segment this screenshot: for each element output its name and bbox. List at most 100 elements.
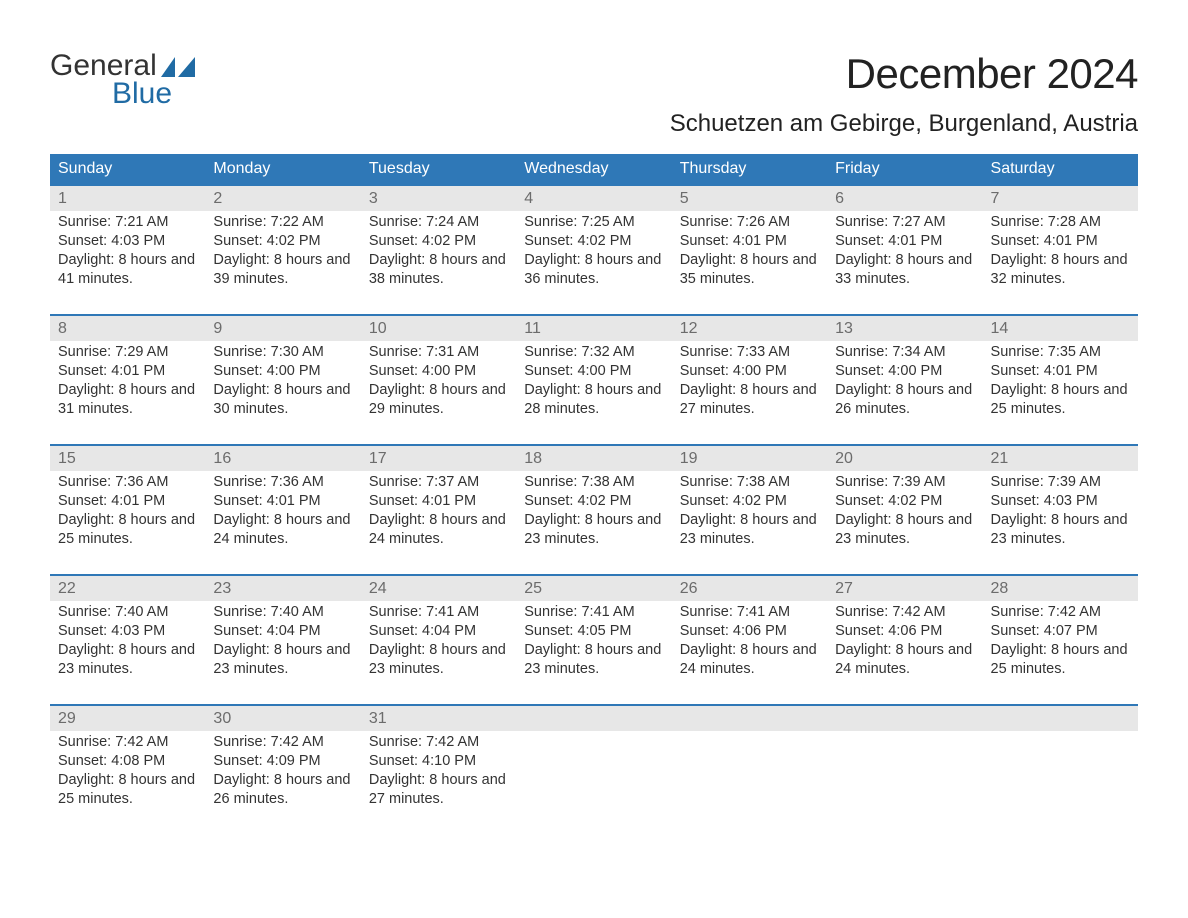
sunset-text: Sunset: 4:01 PM [991, 362, 1130, 381]
calendar-week: 8 Sunrise: 7:29 AM Sunset: 4:01 PM Daylight… [50, 314, 1138, 444]
day-number: 9 [205, 316, 360, 341]
sunrise-text: Sunrise: 7:41 AM [369, 603, 508, 622]
day-of-week-header: Sunday Monday Tuesday Wednesday Thursday… [50, 154, 1138, 184]
sunset-text: Sunset: 4:05 PM [524, 622, 663, 641]
day-number: 20 [827, 446, 982, 471]
daylight-text: Daylight: 8 hours and 23 minutes. [991, 511, 1130, 549]
sunrise-text: Sunrise: 7:30 AM [213, 343, 352, 362]
dow-wednesday: Wednesday [516, 154, 671, 184]
calendar-day: 27Sunrise: 7:42 AMSunset: 4:06 PMDayligh… [827, 576, 982, 704]
calendar-day: 29 Sunrise: 7:42 AMSunset: 4:08 PMDayligh… [50, 706, 205, 834]
daylight-text: Daylight: 8 hours and 25 minutes. [58, 771, 197, 809]
sunset-text: Sunset: 4:01 PM [58, 492, 197, 511]
day-number: 18 [516, 446, 671, 471]
sunset-text: Sunset: 4:01 PM [213, 492, 352, 511]
daylight-text: Daylight: 8 hours and 24 minutes. [835, 641, 974, 679]
calendar-day: 23 Sunrise: 7:40 AMSunset: 4:04 PMDayligh… [205, 576, 360, 704]
daylight-text: Daylight: 8 hours and 33 minutes. [835, 251, 974, 289]
calendar-week: 1Sunrise: 7:21 AMSunset: 4:03 PMDaylight… [50, 184, 1138, 314]
sunrise-text: Sunrise: 7:34 AM [835, 343, 974, 362]
dow-tuesday: Tuesday [361, 154, 516, 184]
sunset-text: Sunset: 4:03 PM [58, 232, 197, 251]
sunset-text: Sunset: 4:01 PM [991, 232, 1130, 251]
calendar-day: 1Sunrise: 7:21 AMSunset: 4:03 PMDaylight… [50, 186, 205, 314]
daylight-text: Daylight: 8 hours and 23 minutes. [213, 641, 352, 679]
sunset-text: Sunset: 4:08 PM [58, 752, 197, 771]
calendar-day: 17Sunrise: 7:37 AMSunset: 4:01 PMDayligh… [361, 446, 516, 574]
day-number: 1 [50, 186, 205, 211]
daylight-text: Daylight: 8 hours and 41 minutes. [58, 251, 197, 289]
sunrise-text: Sunrise: 7:24 AM [369, 213, 508, 232]
dow-monday: Monday [205, 154, 360, 184]
calendar-day: 30Sunrise: 7:42 AMSunset: 4:09 PMDayligh… [205, 706, 360, 834]
calendar-day: 9 Sunrise: 7:30 AMSunset: 4:00 PMDaylight… [205, 316, 360, 444]
sunrise-text: Sunrise: 7:38 AM [680, 473, 819, 492]
dow-friday: Friday [827, 154, 982, 184]
calendar-day: 5Sunrise: 7:26 AMSunset: 4:01 PMDaylight… [672, 186, 827, 314]
sunrise-text: Sunrise: 7:37 AM [369, 473, 508, 492]
daylight-text: Daylight: 8 hours and 39 minutes. [213, 251, 352, 289]
sunrise-text: Sunrise: 7:41 AM [524, 603, 663, 622]
calendar-week: 29Sunrise: 7:42 AMSunset: 4:08 PMDayligh… [50, 704, 1138, 834]
day-number: 8 [50, 316, 205, 341]
daylight-text: Daylight: 8 hours and 23 minutes. [369, 641, 508, 679]
brand-sail-icon [159, 54, 205, 78]
day-number: 22 [50, 576, 205, 601]
sunset-text: Sunset: 4:02 PM [213, 232, 352, 251]
day-number: 3 [361, 186, 516, 211]
daylight-text: Daylight: 8 hours and 30 minutes. [213, 381, 352, 419]
day-number: 10 [361, 316, 516, 341]
dow-saturday: Saturday [983, 154, 1138, 184]
sunrise-text: Sunrise: 7:36 AM [213, 473, 352, 492]
day-number: 16 [205, 446, 360, 471]
sunset-text: Sunset: 4:01 PM [680, 232, 819, 251]
sunset-text: Sunset: 4:00 PM [213, 362, 352, 381]
calendar-day: 19Sunrise: 7:38 AMSunset: 4:02 PMDayligh… [672, 446, 827, 574]
sunset-text: Sunset: 4:03 PM [991, 492, 1130, 511]
daylight-text: Daylight: 8 hours and 25 minutes. [991, 641, 1130, 679]
sunrise-text: Sunrise: 7:42 AM [835, 603, 974, 622]
calendar: Sunday Monday Tuesday Wednesday Thursday… [50, 154, 1138, 834]
day-number: 6 [827, 186, 982, 211]
daylight-text: Daylight: 8 hours and 27 minutes. [680, 381, 819, 419]
day-number: 23 [205, 576, 360, 601]
calendar-day [983, 706, 1138, 834]
day-number [983, 706, 1138, 731]
day-number: 21 [983, 446, 1138, 471]
sunset-text: Sunset: 4:02 PM [835, 492, 974, 511]
calendar-day: 7Sunrise: 7:28 AMSunset: 4:01 PMDaylight… [983, 186, 1138, 314]
brand-logo: General Blue [50, 50, 205, 109]
sunrise-text: Sunrise: 7:42 AM [213, 733, 352, 752]
sunrise-text: Sunrise: 7:32 AM [524, 343, 663, 362]
sunrise-text: Sunrise: 7:42 AM [58, 733, 197, 752]
sunrise-text: Sunrise: 7:26 AM [680, 213, 819, 232]
sunset-text: Sunset: 4:00 PM [524, 362, 663, 381]
day-number [516, 706, 671, 731]
sunrise-text: Sunrise: 7:39 AM [991, 473, 1130, 492]
day-number [672, 706, 827, 731]
sunset-text: Sunset: 4:00 PM [369, 362, 508, 381]
sunset-text: Sunset: 4:04 PM [213, 622, 352, 641]
sunset-text: Sunset: 4:02 PM [524, 232, 663, 251]
day-number: 27 [827, 576, 982, 601]
daylight-text: Daylight: 8 hours and 26 minutes. [213, 771, 352, 809]
calendar-day: 12Sunrise: 7:33 AMSunset: 4:00 PMDayligh… [672, 316, 827, 444]
sunrise-text: Sunrise: 7:35 AM [991, 343, 1130, 362]
daylight-text: Daylight: 8 hours and 23 minutes. [58, 641, 197, 679]
day-number: 28 [983, 576, 1138, 601]
sunrise-text: Sunrise: 7:27 AM [835, 213, 974, 232]
daylight-text: Daylight: 8 hours and 36 minutes. [524, 251, 663, 289]
sunset-text: Sunset: 4:03 PM [58, 622, 197, 641]
sunrise-text: Sunrise: 7:40 AM [213, 603, 352, 622]
sunrise-text: Sunrise: 7:33 AM [680, 343, 819, 362]
brand-word-2: Blue [50, 78, 205, 110]
header: General Blue December 2024 Schuetzen am … [50, 50, 1138, 146]
calendar-day: 3Sunrise: 7:24 AMSunset: 4:02 PMDaylight… [361, 186, 516, 314]
sunset-text: Sunset: 4:07 PM [991, 622, 1130, 641]
day-number: 29 [50, 706, 205, 731]
day-number: 14 [983, 316, 1138, 341]
sunrise-text: Sunrise: 7:29 AM [58, 343, 197, 362]
daylight-text: Daylight: 8 hours and 32 minutes. [991, 251, 1130, 289]
page-title: December 2024 [670, 50, 1138, 98]
daylight-text: Daylight: 8 hours and 25 minutes. [58, 511, 197, 549]
